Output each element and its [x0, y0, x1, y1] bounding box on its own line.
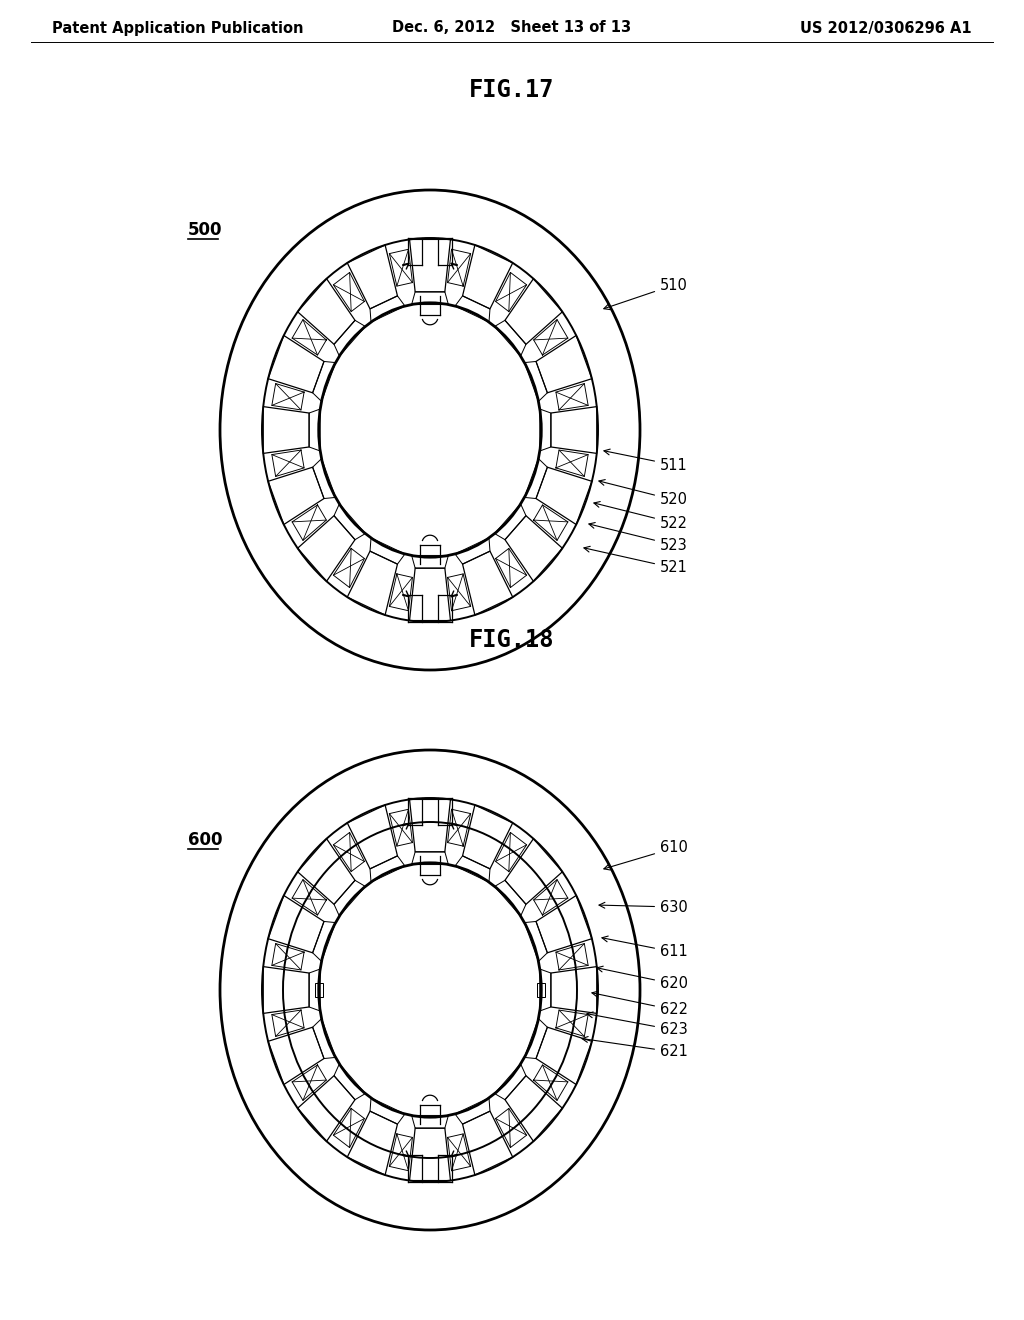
Text: Dec. 6, 2012   Sheet 13 of 13: Dec. 6, 2012 Sheet 13 of 13	[392, 21, 632, 36]
Text: 620: 620	[597, 966, 688, 991]
Text: Patent Application Publication: Patent Application Publication	[52, 21, 303, 36]
Bar	[314, 983, 323, 997]
Text: 611: 611	[602, 936, 688, 960]
Text: 523: 523	[589, 523, 688, 553]
Text: 621: 621	[582, 1036, 688, 1060]
Text: 510: 510	[604, 277, 688, 310]
Text: 630: 630	[599, 899, 688, 915]
Text: 500: 500	[188, 220, 222, 239]
Text: 600: 600	[188, 832, 222, 849]
Text: 520: 520	[599, 479, 688, 507]
Text: FIG.17: FIG.17	[469, 78, 555, 102]
Text: US 2012/0306296 A1: US 2012/0306296 A1	[801, 21, 972, 36]
Text: 610: 610	[604, 841, 688, 870]
Text: 522: 522	[594, 502, 688, 531]
Text: 511: 511	[604, 449, 688, 473]
Text: FIG.18: FIG.18	[469, 628, 555, 652]
Text: 521: 521	[584, 546, 688, 576]
Bar	[538, 983, 546, 997]
Text: 622: 622	[592, 991, 688, 1018]
Text: 623: 623	[587, 1012, 688, 1038]
